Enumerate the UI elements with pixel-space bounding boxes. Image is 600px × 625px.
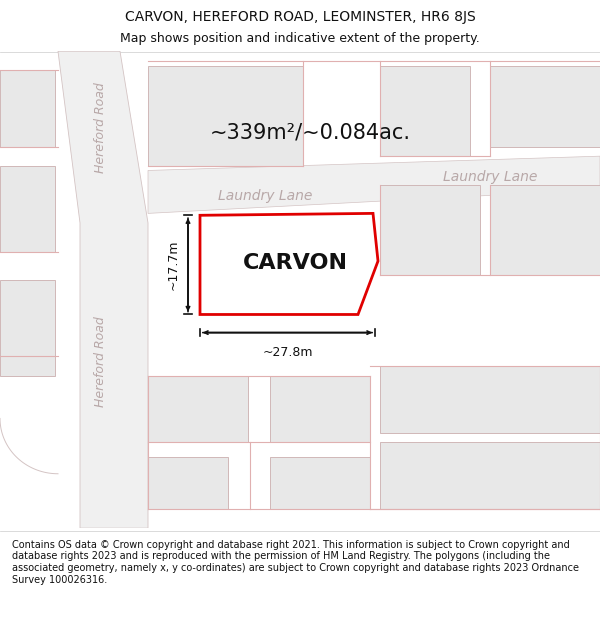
Polygon shape: [200, 213, 378, 314]
Text: Hereford Road: Hereford Road: [94, 316, 107, 407]
Bar: [0, 166, 55, 251]
Text: CARVON, HEREFORD ROAD, LEOMINSTER, HR6 8JS: CARVON, HEREFORD ROAD, LEOMINSTER, HR6 8…: [125, 10, 475, 24]
Text: Map shows position and indicative extent of the property.: Map shows position and indicative extent…: [120, 32, 480, 45]
Bar: [270, 376, 370, 442]
Bar: [148, 457, 228, 509]
Bar: [380, 185, 480, 276]
Text: ~27.8m: ~27.8m: [262, 346, 313, 359]
Bar: [490, 66, 600, 147]
Text: Laundry Lane: Laundry Lane: [218, 189, 312, 203]
Text: CARVON: CARVON: [242, 253, 347, 273]
Bar: [148, 66, 303, 166]
Text: Laundry Lane: Laundry Lane: [443, 170, 537, 184]
Text: Contains OS data © Crown copyright and database right 2021. This information is : Contains OS data © Crown copyright and d…: [12, 540, 579, 584]
Bar: [0, 71, 55, 147]
Text: Hereford Road: Hereford Road: [94, 82, 107, 173]
Bar: [270, 457, 370, 509]
Bar: [380, 366, 600, 432]
Text: ~17.7m: ~17.7m: [167, 239, 180, 290]
Bar: [380, 66, 470, 156]
Text: ~339m²/~0.084ac.: ~339m²/~0.084ac.: [210, 122, 411, 142]
Bar: [490, 185, 600, 276]
Polygon shape: [58, 51, 148, 528]
Polygon shape: [148, 156, 600, 213]
Bar: [0, 280, 55, 376]
Bar: [148, 376, 248, 442]
Bar: [380, 442, 600, 509]
